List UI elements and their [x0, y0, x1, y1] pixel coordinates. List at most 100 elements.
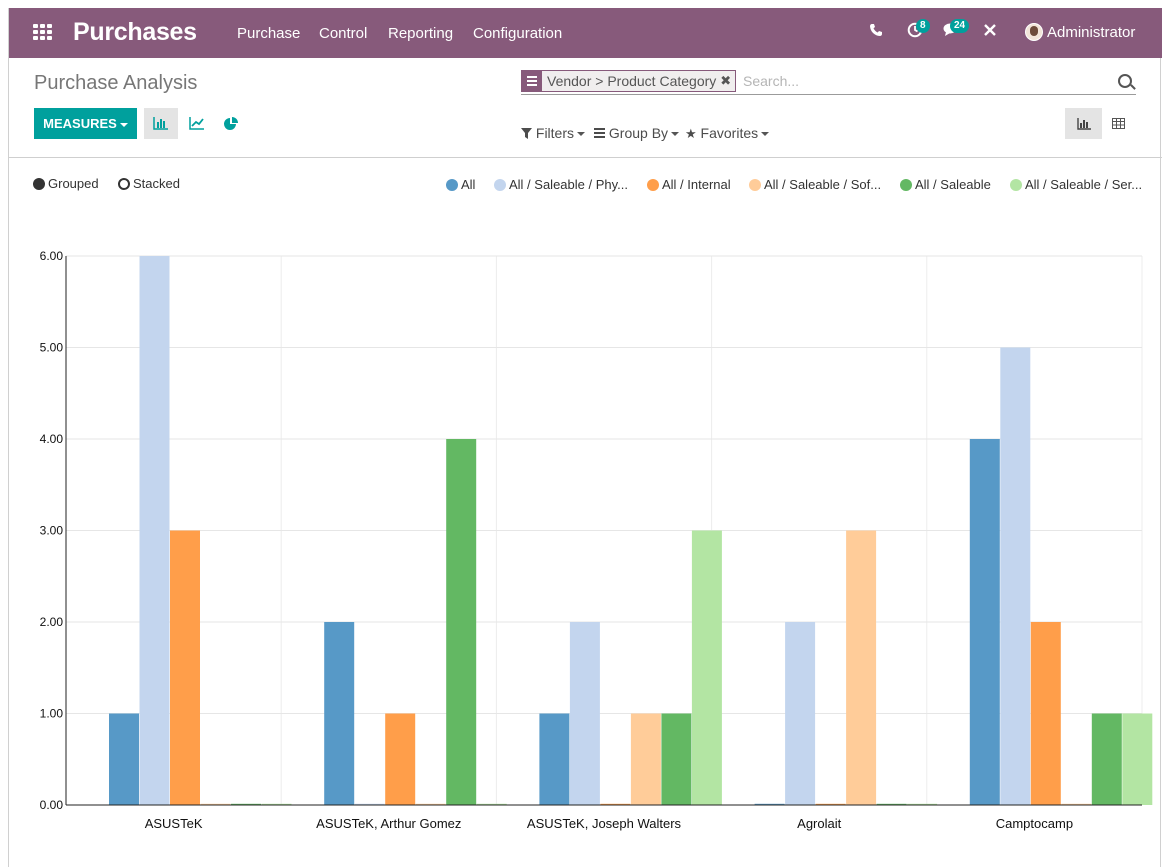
- chart-bar: [600, 803, 631, 805]
- bar-chart-icon: [153, 117, 168, 130]
- legend-item[interactable]: All / Saleable / Phy...: [494, 177, 628, 192]
- page-title: Purchase Analysis: [34, 72, 198, 94]
- y-tick-label: 0.00: [40, 798, 64, 812]
- chart-bar: [630, 713, 661, 805]
- chart-bar: [661, 713, 692, 805]
- chart-bar: [876, 803, 907, 805]
- phone-icon[interactable]: [869, 22, 883, 42]
- radio-unselected-icon: [118, 178, 130, 190]
- chart-bar: [109, 713, 139, 805]
- chart-bar: [415, 803, 446, 805]
- chart-bar: [200, 803, 231, 805]
- chart-bar: [907, 803, 938, 805]
- menu-reporting[interactable]: Reporting: [388, 25, 454, 42]
- y-tick-label: 5.00: [40, 341, 64, 355]
- x-tick-label: ASUSTeK: [145, 816, 203, 831]
- facet-remove-icon[interactable]: ✖: [720, 73, 732, 88]
- legend-label: All / Internal: [662, 177, 731, 192]
- chevron-down-icon: [671, 132, 680, 137]
- grouped-radio[interactable]: Grouped: [33, 176, 99, 191]
- y-tick-label: 6.00: [40, 249, 64, 263]
- chart-bar: [1000, 347, 1031, 805]
- legend-color-swatch: [494, 179, 506, 191]
- pie-chart-mode-button[interactable]: [214, 108, 248, 139]
- menu-control[interactable]: Control: [319, 25, 368, 42]
- line-chart-icon: [189, 117, 204, 130]
- chart-bar: [385, 713, 416, 805]
- legend-color-swatch: [1010, 179, 1022, 191]
- chart-bar: [846, 530, 877, 805]
- search-facet[interactable]: Vendor > Product Category ✖: [521, 70, 737, 92]
- favorites-dropdown[interactable]: ★ Favorites: [685, 125, 770, 142]
- legend-label: All / Saleable / Phy...: [509, 177, 628, 192]
- chart-bar: [1030, 622, 1061, 805]
- legend-label: All / Saleable / Sof...: [764, 177, 882, 192]
- search-input[interactable]: [743, 71, 1103, 91]
- filter-icon: [521, 128, 532, 139]
- menu-configuration[interactable]: Configuration: [473, 25, 563, 42]
- legend-color-swatch: [900, 179, 912, 191]
- legend-label: All / Saleable: [915, 177, 991, 192]
- measures-label: MEASURES: [43, 116, 117, 131]
- x-tick-label: ASUSTeK, Arthur Gomez: [316, 816, 461, 831]
- search-icon[interactable]: [1118, 74, 1132, 88]
- bar-chart: 0.00 1.00 2.00 3.00 4.00 5.00 6.00 ASUSTeK ASUST…: [40, 249, 1153, 831]
- line-chart-mode-button[interactable]: [180, 108, 214, 139]
- x-tick-label: Agrolait: [797, 816, 841, 831]
- chart-bar: [754, 803, 785, 805]
- debug-tools-icon[interactable]: [982, 22, 998, 43]
- table-icon: [1112, 118, 1125, 129]
- apps-menu-icon[interactable]: [33, 24, 55, 42]
- chart-bar: [446, 439, 477, 805]
- chart-bar: [261, 803, 292, 805]
- star-icon: ★: [685, 126, 697, 141]
- legend-item[interactable]: All / Saleable / Ser...: [1010, 177, 1142, 192]
- legend-color-swatch: [749, 179, 761, 191]
- chart-bar: [139, 256, 170, 805]
- y-tick-label: 3.00: [40, 524, 64, 538]
- app-brand-title: Purchases: [73, 18, 197, 46]
- chart-bar: [324, 622, 355, 805]
- user-avatar[interactable]: [1025, 23, 1043, 41]
- measures-button[interactable]: MEASURES: [34, 108, 137, 139]
- legend-item[interactable]: All / Saleable / Sof...: [749, 177, 881, 192]
- legend-item[interactable]: All: [446, 177, 475, 192]
- chart-bar: [170, 530, 200, 805]
- filters-dropdown[interactable]: Filters: [521, 125, 586, 141]
- chart-bar: [1061, 803, 1092, 805]
- legend-item[interactable]: All / Internal: [647, 177, 731, 192]
- chart-bar: [785, 622, 816, 805]
- groupby-facet-icon: [522, 70, 542, 92]
- pie-chart-icon: [224, 117, 238, 130]
- legend-color-swatch: [446, 179, 458, 191]
- legend-item[interactable]: All / Saleable: [900, 177, 991, 192]
- chevron-down-icon: [577, 132, 586, 137]
- control-panel: Purchase Analysis Vendor > Product Categ…: [9, 58, 1162, 158]
- x-tick-label: ASUSTeK, Joseph Walters: [527, 816, 682, 831]
- graph-view-button[interactable]: [1065, 108, 1102, 139]
- groupby-dropdown[interactable]: Group By: [594, 125, 680, 141]
- chart-bar: [354, 803, 385, 805]
- menu-purchase[interactable]: Purchase: [237, 25, 301, 42]
- chart-bar: [969, 439, 1000, 805]
- x-tick-label: Camptocamp: [996, 816, 1073, 831]
- y-tick-label: 1.00: [40, 707, 64, 721]
- app-frame: Purchases Purchase Control Reporting Con…: [8, 8, 1162, 867]
- bar-chart-icon: [1077, 118, 1091, 130]
- radio-selected-icon: [33, 178, 45, 190]
- chart-bar: [691, 530, 722, 805]
- groupby-label: Group By: [608, 125, 669, 141]
- pivot-view-button[interactable]: [1103, 108, 1140, 139]
- y-tick-label: 4.00: [40, 432, 64, 446]
- chevron-down-icon: [761, 132, 770, 137]
- activity-count-badge: 8: [916, 19, 930, 33]
- bar-chart-mode-button[interactable]: [144, 108, 178, 139]
- chart-bar: [1122, 713, 1153, 805]
- chart-bar: [539, 713, 570, 805]
- search-bar: Vendor > Product Category ✖: [521, 69, 1136, 95]
- chart-bar: [1091, 713, 1122, 805]
- chevron-down-icon: [119, 122, 128, 127]
- list-icon: [594, 128, 605, 138]
- user-menu[interactable]: Administrator: [1047, 24, 1136, 41]
- stacked-radio[interactable]: Stacked: [118, 176, 180, 191]
